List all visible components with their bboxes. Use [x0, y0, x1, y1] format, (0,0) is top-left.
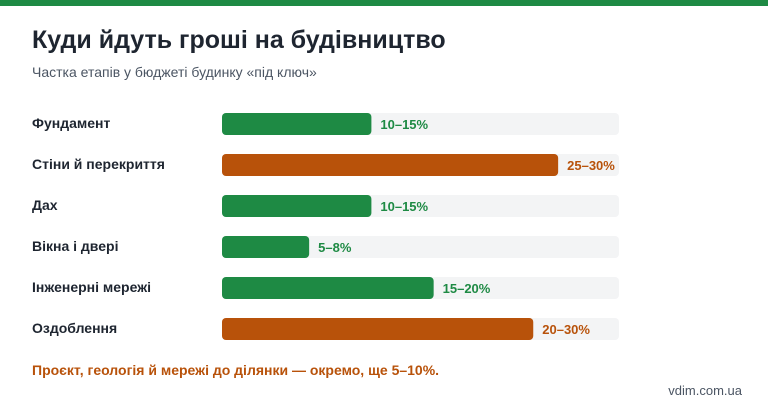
- chart-title: Куди йдуть гроші на будівництво: [32, 26, 446, 54]
- source-label: vdim.com.ua: [668, 383, 742, 398]
- top-accent-bar: [0, 0, 768, 6]
- bar: [222, 318, 534, 340]
- category-label: Оздоблення: [32, 320, 117, 336]
- bar-track: [222, 236, 619, 258]
- category-label: Дах: [32, 197, 58, 213]
- footnote: Проєкт, геологія й мережі до ділянки — о…: [32, 362, 440, 378]
- value-label: 10–15%: [380, 199, 428, 214]
- bar: [222, 154, 559, 176]
- value-label: 5–8%: [318, 240, 352, 255]
- category-label: Стіни й перекриття: [32, 156, 165, 172]
- value-label: 10–15%: [380, 117, 428, 132]
- value-label: 15–20%: [443, 281, 491, 296]
- bar: [222, 113, 372, 135]
- category-label: Фундамент: [32, 115, 110, 131]
- bar: [222, 236, 310, 258]
- category-label: Інженерні мережі: [32, 279, 151, 295]
- bar: [222, 277, 434, 299]
- value-label: 20–30%: [542, 322, 590, 337]
- category-label: Вікна і двері: [32, 238, 118, 254]
- bar: [222, 195, 372, 217]
- value-label: 25–30%: [567, 158, 615, 173]
- chart-subtitle: Частка етапів у бюджеті будинку «під клю…: [32, 64, 317, 80]
